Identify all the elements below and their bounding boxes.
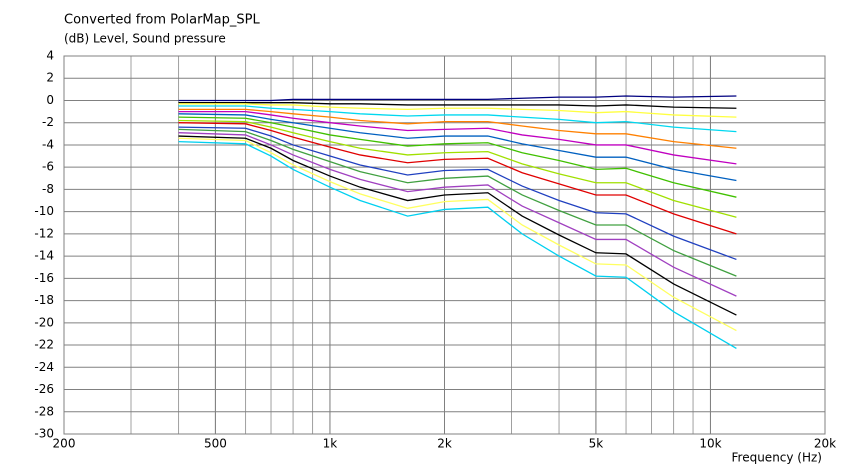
- y-tick-label: -24: [34, 360, 54, 374]
- y-tick-label: -16: [34, 271, 54, 285]
- y-tick-label: 4: [46, 49, 54, 63]
- y-axis-label: (dB) Level, Sound pressure: [64, 32, 226, 46]
- series-line: [178, 137, 737, 332]
- x-tick-label: 10k: [699, 437, 721, 451]
- series-line: [178, 102, 737, 109]
- series-line: [178, 135, 737, 316]
- series-line: [178, 116, 737, 198]
- x-axis-label: Frequency (Hz): [732, 451, 823, 465]
- y-tick-label: -26: [34, 382, 54, 396]
- y-tick-label: -10: [34, 204, 54, 218]
- series-line: [178, 95, 737, 102]
- x-tick-label: 200: [53, 437, 76, 451]
- y-tick-label: 2: [46, 71, 54, 85]
- x-tick-label: 20k: [814, 437, 836, 451]
- y-tick-label: -20: [34, 315, 54, 329]
- series-line: [178, 119, 737, 218]
- series-line: [178, 132, 737, 297]
- y-tick-label: -6: [42, 160, 54, 174]
- x-tick-label: 500: [204, 437, 227, 451]
- series-line: [178, 140, 737, 349]
- y-tick-label: -30: [34, 427, 54, 441]
- y-tick-label: -14: [34, 249, 54, 263]
- x-tick-label: 1k: [323, 437, 338, 451]
- x-tick-label: 2k: [437, 437, 452, 451]
- series-line: [178, 105, 737, 133]
- y-tick-label: 0: [46, 93, 54, 107]
- series-line: [178, 110, 737, 165]
- y-tick-label: -8: [42, 182, 54, 196]
- series-line: [178, 108, 737, 149]
- series-line: [178, 113, 737, 182]
- y-tick-label: -4: [42, 137, 54, 151]
- y-tick-label: -12: [34, 226, 54, 240]
- x-tick-label: 5k: [589, 437, 604, 451]
- y-tick-label: -2: [42, 115, 54, 129]
- series-line: [178, 126, 737, 261]
- chart-title: Converted from PolarMap_SPL: [64, 13, 260, 28]
- series-line: [178, 128, 737, 277]
- y-tick-label: -18: [34, 293, 54, 307]
- series-line: [178, 122, 737, 235]
- series-line: [178, 103, 737, 118]
- y-tick-label: -22: [34, 338, 54, 352]
- y-tick-label: -28: [34, 404, 54, 418]
- plot-frame: [63, 55, 826, 435]
